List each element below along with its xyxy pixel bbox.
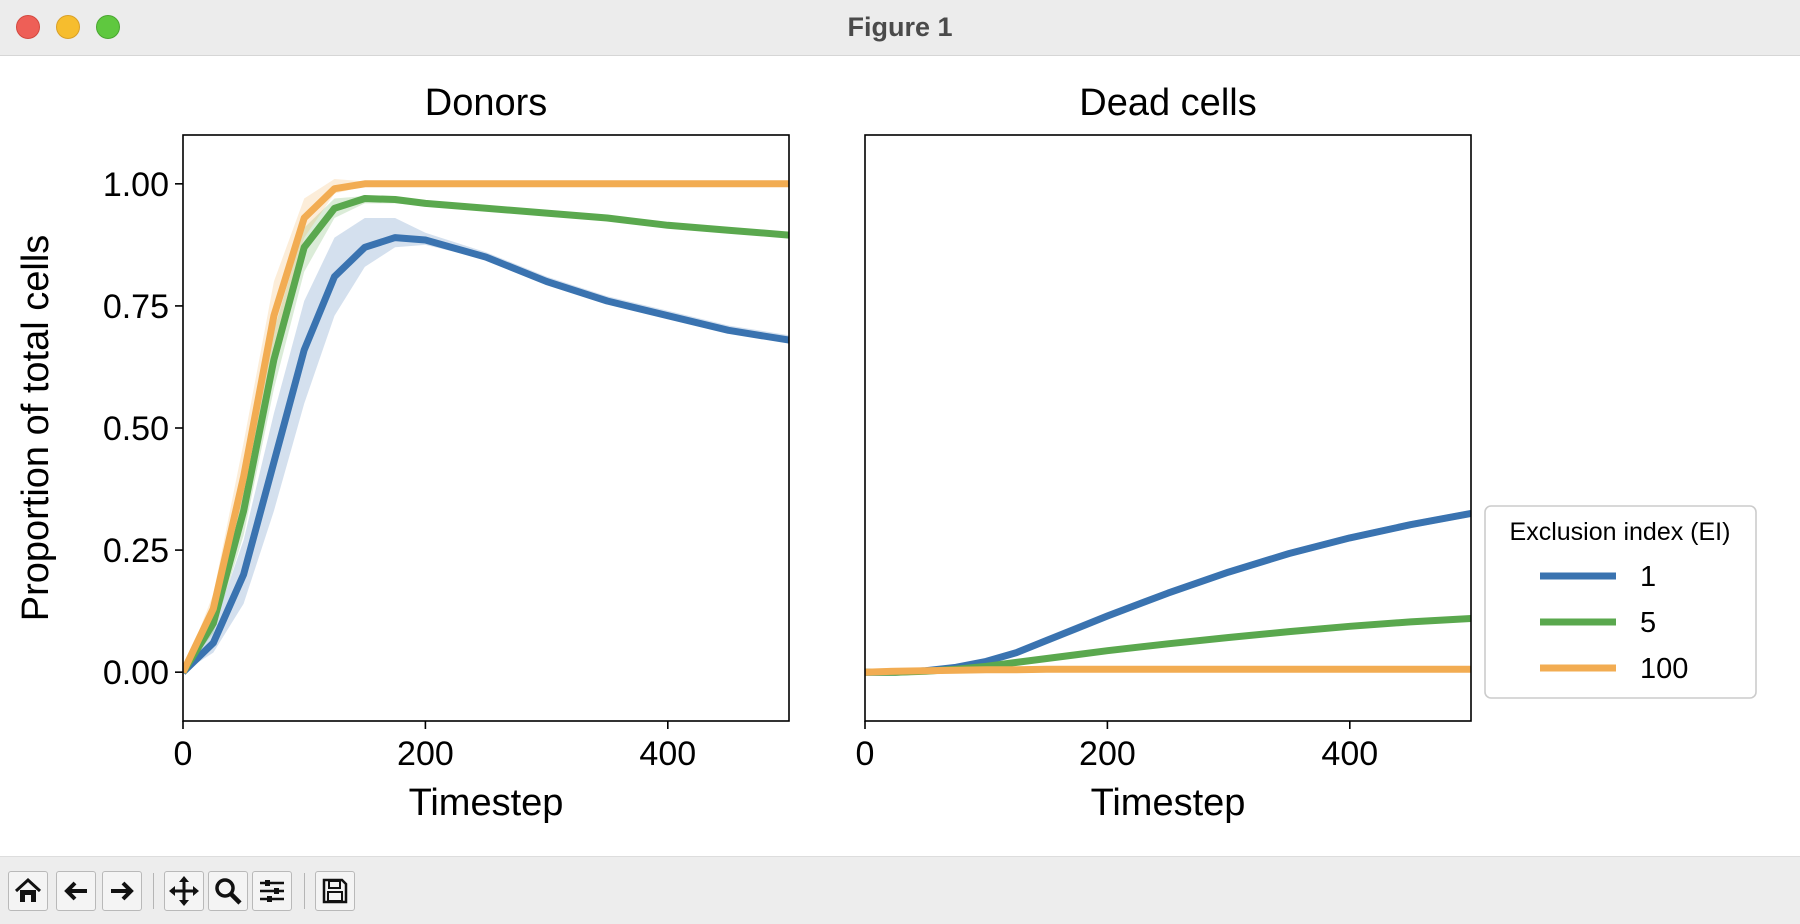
save-icon	[322, 878, 348, 904]
line-series-100	[183, 180, 789, 674]
close-window-button[interactable]	[16, 15, 40, 39]
legend-box	[1484, 505, 1757, 699]
maximize-window-button[interactable]	[96, 15, 120, 39]
configure-subplots-icon	[260, 880, 284, 902]
configure-subplots-button[interactable]	[252, 871, 292, 911]
legend-label-5: 5	[1640, 607, 1656, 639]
home-icon	[14, 877, 42, 902]
x-tick-label: 400	[639, 735, 696, 773]
axes-1	[175, 134, 790, 729]
pan-button[interactable]	[164, 871, 204, 911]
x-tick-label: 0	[174, 735, 193, 773]
window-titlebar: Figure 1	[0, 0, 1800, 56]
back-button[interactable]	[56, 871, 96, 911]
toolbar-separator	[153, 873, 154, 909]
legend-title: Exclusion index (EI)	[1510, 518, 1731, 546]
minimize-window-button[interactable]	[56, 15, 80, 39]
axes-2	[864, 134, 1472, 729]
forward-button[interactable]	[102, 871, 142, 911]
legend-label-1: 1	[1640, 561, 1656, 593]
legend	[1484, 505, 1757, 699]
x-tick-label: 200	[397, 735, 454, 773]
axes-frame	[864, 134, 1472, 722]
back-arrow-icon	[64, 881, 87, 901]
legend-label-100: 100	[1640, 653, 1688, 685]
x-tick-label: 0	[856, 735, 875, 773]
x-tick-label: 400	[1321, 735, 1378, 773]
window-title: Figure 1	[847, 12, 953, 42]
y-tick-label: 0.00	[103, 654, 169, 692]
line-series-1	[183, 234, 789, 675]
home-button[interactable]	[8, 871, 48, 911]
toolbar-separator	[304, 873, 305, 909]
navigation-toolbar	[0, 856, 1800, 924]
figure-svg: Donors 0 200 400 Timestep 0.00 0.25 0.50 0.75 1.0…	[15, 82, 1757, 824]
x-axis-label: Timestep	[1091, 782, 1246, 824]
x-tick-label: 200	[1079, 735, 1136, 773]
x-axis-label: Timestep	[409, 782, 564, 824]
forward-arrow-icon	[111, 881, 134, 901]
axes-title: Donors	[425, 82, 548, 124]
y-tick-label: 0.75	[103, 288, 169, 326]
plot-area	[865, 510, 1471, 676]
line-series-5	[183, 195, 789, 675]
zoom-button[interactable]	[208, 871, 248, 911]
y-axis-label: Proportion of total cells	[15, 235, 57, 622]
y-tick-label: 0.50	[103, 410, 169, 448]
line-series-100	[865, 665, 1471, 676]
y-tick-label: 1.00	[103, 166, 169, 204]
pan-icon	[169, 876, 199, 906]
y-tick-label: 0.25	[103, 532, 169, 570]
save-button[interactable]	[315, 871, 355, 911]
axes-title: Dead cells	[1079, 82, 1256, 124]
figure-canvas: Donors 0 200 400 Timestep 0.00 0.25 0.50 0.75 1.0…	[0, 57, 1800, 855]
zoom-icon	[215, 878, 242, 905]
line-series-1	[865, 510, 1471, 676]
plot-area	[183, 179, 789, 675]
